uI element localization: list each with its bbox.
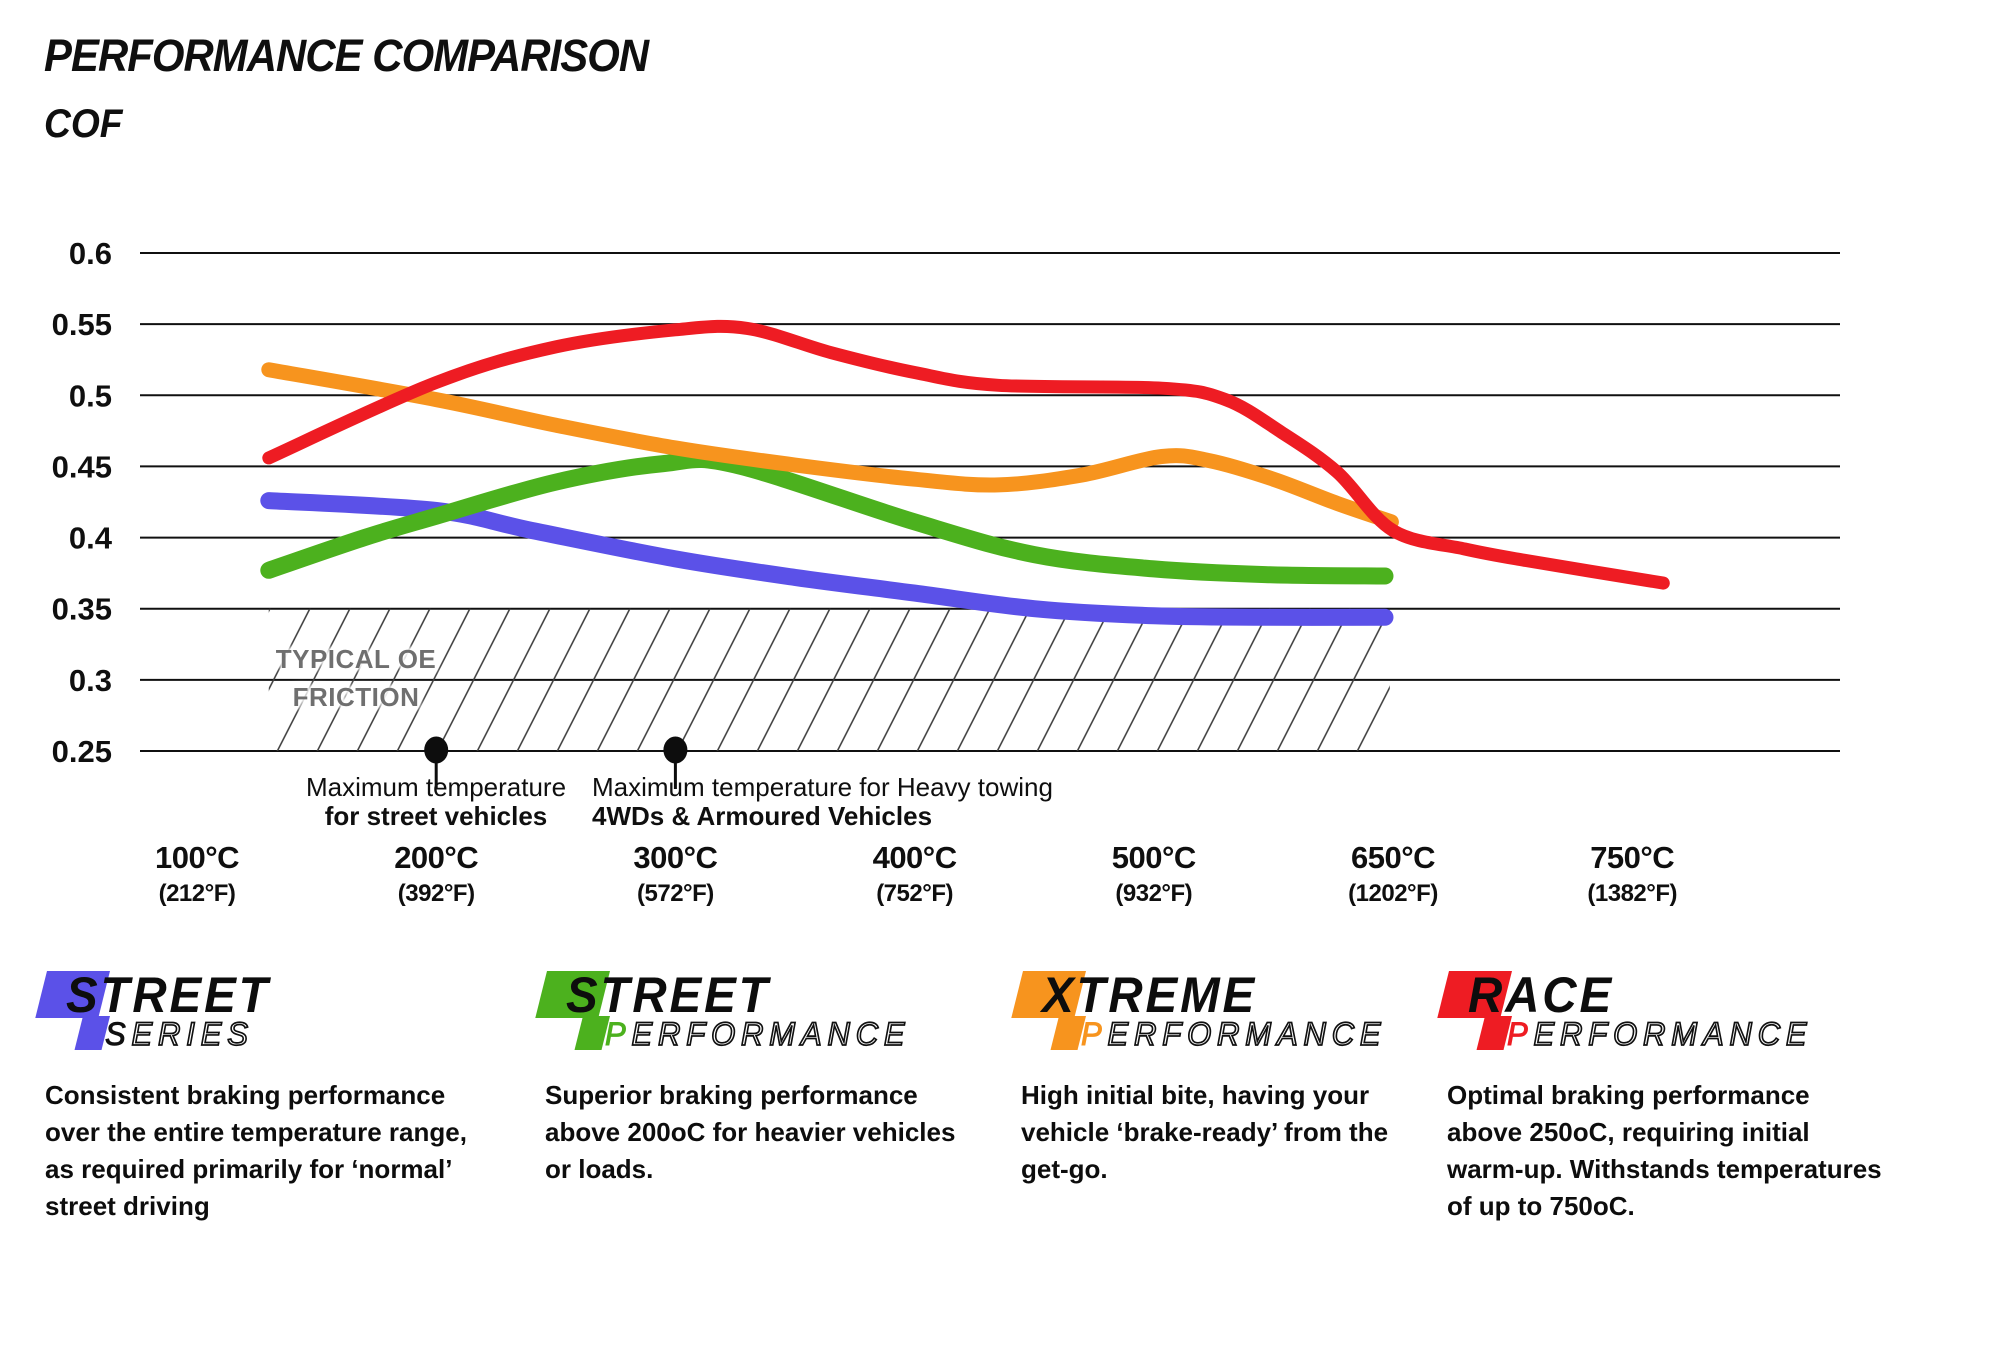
logo-word2: SERIES (105, 1015, 254, 1053)
max-temp-marker (424, 736, 449, 764)
logo-word1: STREET (66, 967, 271, 1023)
legend-xtreme-performance: XTREME PERFORMANCE High initial bite, ha… (1011, 955, 1399, 1225)
legend-race-performance: RACE PERFORMANCE Optimal braking perform… (1437, 955, 1887, 1225)
legend-description: Consistent braking performance over the … (45, 1080, 467, 1221)
x-tick-label-c: 300°C (633, 840, 717, 875)
logo-word1: RACE (1468, 967, 1615, 1023)
logo-word2: PERFORMANCE (1507, 1015, 1813, 1053)
x-tick-label-f: (392°F) (398, 880, 475, 907)
y-tick-label: 0.35 (52, 592, 112, 627)
legend-description: High initial bite, having your vehicle ‘… (1021, 1080, 1389, 1184)
curve-street-performance (260, 450, 1394, 585)
x-tick-label-f: (932°F) (1115, 880, 1192, 907)
max-temp-marker (663, 736, 688, 764)
x-tick-label-f: (1202°F) (1348, 880, 1438, 907)
legend-street-performance: STREET PERFORMANCE Superior braking perf… (535, 955, 973, 1225)
y-tick-label: 0.3 (69, 663, 112, 698)
curve-xtreme-performance (261, 362, 1399, 530)
race-performance-logo: RACE PERFORMANCE (1437, 967, 1887, 1063)
xtreme-performance-logo: XTREME PERFORMANCE (1011, 967, 1399, 1063)
logo-word2-first: P (605, 1016, 632, 1053)
x-tick-label-c: 100°C (155, 840, 239, 875)
x-tick-label-f: (572°F) (637, 880, 714, 907)
y-tick-label: 0.25 (52, 734, 112, 769)
annotation-line: Maximum temperature for Heavy towing (592, 772, 1053, 802)
logo-word2-rest: ERFORMANCE (1533, 1015, 1813, 1053)
legend-description: Optimal braking performance above 250oC,… (1447, 1080, 1882, 1221)
page-title: PERFORMANCE COMPARISON (44, 30, 649, 81)
annotation-line-bold: 4WDs & Armoured Vehicles (592, 801, 933, 831)
legend-street-series: STREET SERIES Consistent braking perform… (35, 955, 497, 1225)
logo-word2-first: P (1507, 1016, 1534, 1053)
annotation-street-vehicles: Maximum temperature for street vehicles (256, 773, 616, 831)
cof-temperature-chart: 0.6 0.55 0.5 0.45 0.4 0.35 0.3 0.25 100°C (212°F)… (52, 236, 1840, 907)
y-tick-label: 0.5 (69, 378, 112, 413)
x-tick-label-c: 750°C (1590, 840, 1674, 875)
logo-word2-first: S (105, 1016, 132, 1053)
annotation-heavy-towing: Maximum temperature for Heavy towing 4WD… (592, 773, 1062, 831)
oe-friction-band (268, 608, 1390, 751)
logo-word2: PERFORMANCE (605, 1015, 911, 1053)
logo-word2-rest: ERFORMANCE (1107, 1015, 1387, 1053)
street-performance-logo: STREET PERFORMANCE (535, 967, 973, 1063)
logo-word2: PERFORMANCE (1081, 1015, 1387, 1053)
x-tick-label-c: 400°C (873, 840, 957, 875)
y-tick-label: 0.4 (69, 521, 113, 556)
legend-description: Superior braking performance above 200oC… (545, 1080, 956, 1184)
curve-street-series (260, 492, 1394, 626)
annotation-line-bold: for street vehicles (324, 801, 548, 831)
logo-word2-rest: ERIES (131, 1015, 254, 1053)
x-tick-label-c: 200°C (394, 840, 478, 875)
y-tick-label: 0.55 (52, 307, 112, 342)
logo-word1: XTREME (1042, 967, 1258, 1023)
y-axis-title: COF (44, 102, 123, 146)
logo-word2-rest: ERFORMANCE (631, 1015, 911, 1053)
curve-race-performance (262, 319, 1670, 590)
logo-word2-first: P (1081, 1016, 1108, 1053)
x-tick-label-f: (212°F) (159, 880, 236, 907)
typical-oe-friction-label: TYPICAL OE FRICTION (258, 640, 454, 716)
annotation-line: Maximum temperature (305, 772, 567, 802)
oe-label-line1: TYPICAL OE (275, 644, 437, 674)
y-tick-label: 0.45 (52, 449, 112, 484)
logo-word1: STREET (566, 967, 771, 1023)
x-tick-label-f: (752°F) (876, 880, 953, 907)
legend-row: STREET SERIES Consistent braking perform… (35, 955, 1887, 1225)
street-series-logo: STREET SERIES (35, 967, 497, 1063)
x-tick-label-f: (1382°F) (1587, 880, 1677, 907)
y-tick-label: 0.6 (69, 236, 112, 271)
x-tick-label-c: 650°C (1351, 840, 1435, 875)
x-tick-label-c: 500°C (1112, 840, 1196, 875)
oe-label-line2: FRICTION (292, 682, 420, 712)
